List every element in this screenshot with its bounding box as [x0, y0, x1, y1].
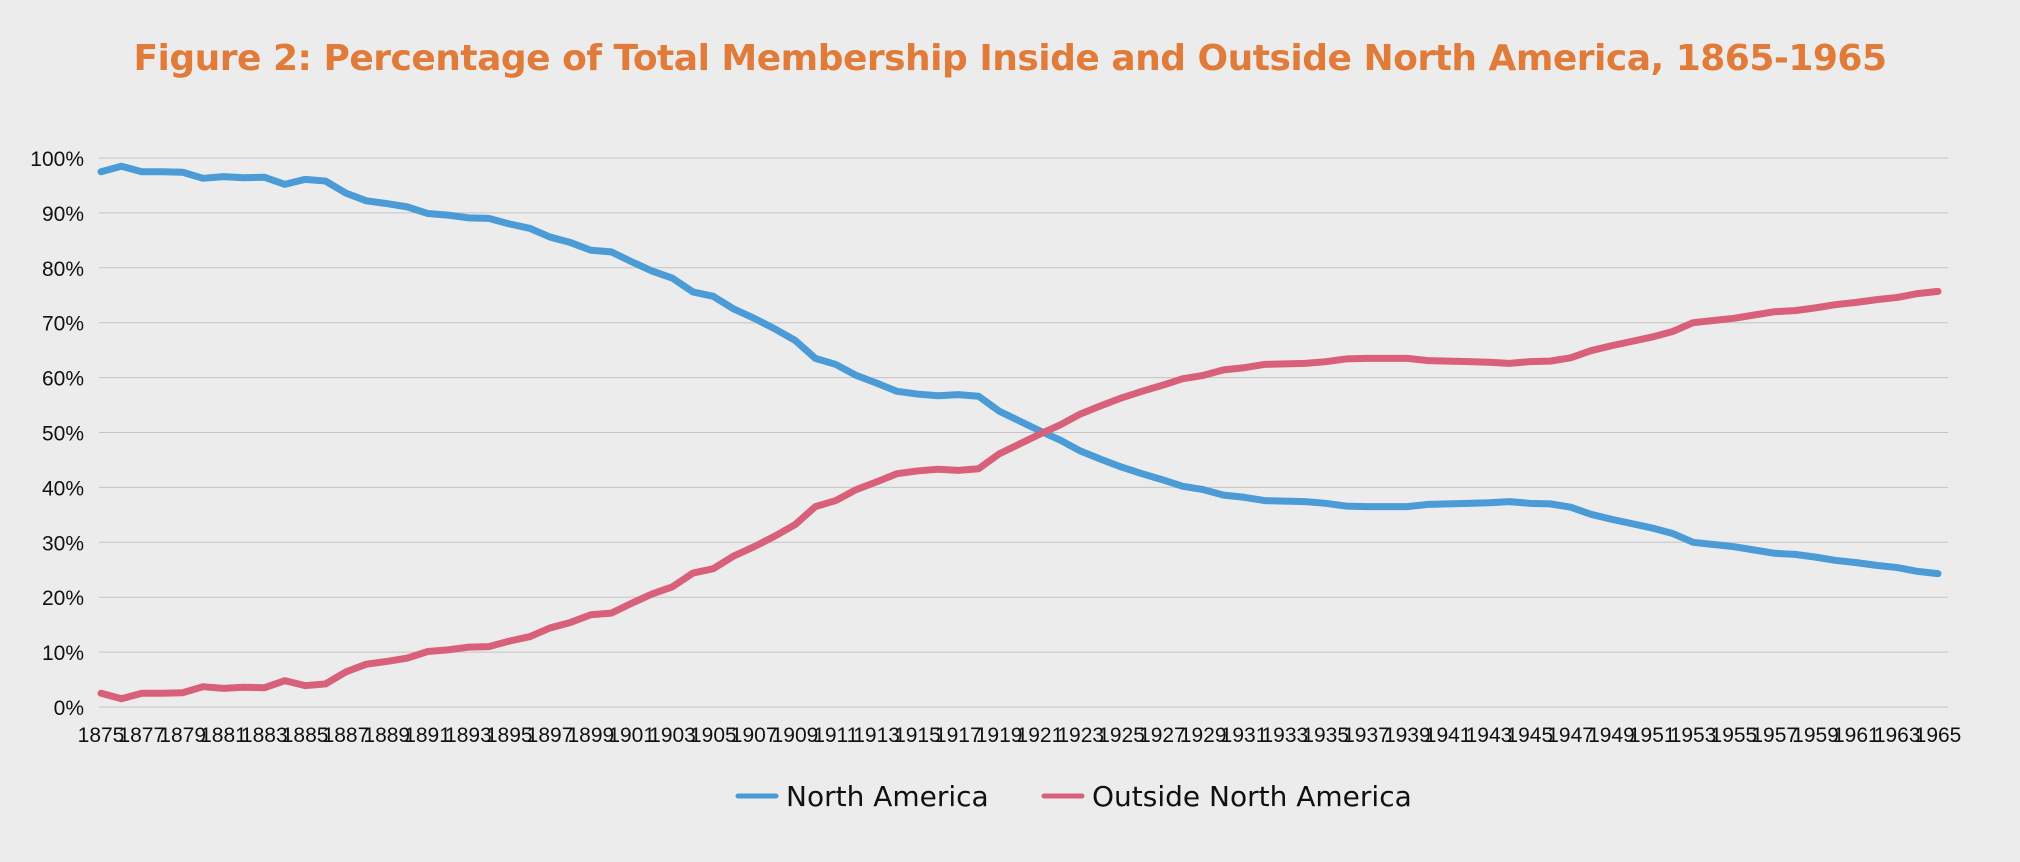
- x-tick-label: 1955: [1711, 724, 1758, 747]
- y-tick-label: 70%: [42, 313, 84, 336]
- x-tick-label: 1923: [1057, 724, 1104, 747]
- y-tick-label: 0%: [54, 697, 84, 720]
- y-tick-label: 10%: [42, 642, 84, 665]
- y-tick-label: 30%: [42, 532, 84, 555]
- x-tick-label: 1907: [731, 724, 778, 747]
- x-tick-label: 1965: [1915, 724, 1962, 747]
- x-tick-label: 1961: [1833, 724, 1880, 747]
- x-tick-label: 1875: [78, 724, 125, 747]
- legend-label: North America: [786, 780, 989, 813]
- y-axis-ticks: 0% 10% 20% 30% 40% 50% 60% 70% 80% 90% 100%: [30, 148, 84, 720]
- x-tick-label: 1947: [1547, 724, 1594, 747]
- x-tick-label: 1897: [527, 724, 574, 747]
- x-tick-label: 1939: [1384, 724, 1431, 747]
- x-tick-label: 1949: [1588, 724, 1635, 747]
- y-tick-label: 60%: [42, 368, 84, 391]
- x-tick-label: 1945: [1506, 724, 1553, 747]
- x-tick-label: 1895: [486, 724, 533, 747]
- x-tick-label: 1893: [445, 724, 492, 747]
- x-tick-label: 1891: [404, 724, 451, 747]
- legend-north-america: North America: [735, 780, 989, 813]
- x-tick-label: 1905: [690, 724, 737, 747]
- y-tick-label: 100%: [30, 148, 84, 171]
- x-tick-label: 1935: [1302, 724, 1349, 747]
- x-tick-label: 1879: [159, 724, 206, 747]
- x-tick-label: 1957: [1751, 724, 1798, 747]
- x-tick-label: 1959: [1792, 724, 1839, 747]
- x-tick-label: 1937: [1343, 724, 1390, 747]
- series-line-outside-north-america: [97, 287, 1942, 703]
- x-tick-label: 1919: [976, 724, 1023, 747]
- x-tick-label: 1883: [241, 724, 288, 747]
- y-tick-label: 50%: [42, 423, 84, 446]
- x-tick-label: 1943: [1466, 724, 1513, 747]
- x-tick-label: 1911: [813, 724, 858, 747]
- x-tick-label: 1887: [323, 724, 370, 747]
- x-tick-label: 1925: [1098, 724, 1145, 747]
- legend-label: Outside North America: [1092, 780, 1412, 813]
- chart-title: Figure 2: Percentage of Total Membership…: [133, 38, 1887, 79]
- x-tick-label: 1931: [1221, 724, 1268, 747]
- legend-outside-north-america: Outside North America: [1041, 780, 1412, 813]
- series-line-north-america: [97, 162, 1942, 578]
- x-tick-label: 1921: [1017, 724, 1064, 747]
- x-tick-label: 1963: [1874, 724, 1921, 747]
- x-tick-label: 1913: [853, 724, 900, 747]
- y-tick-label: 20%: [42, 587, 84, 610]
- legend: North America Outside North America: [735, 780, 1412, 813]
- y-tick-label: 90%: [42, 203, 84, 226]
- x-tick-label: 1901: [608, 724, 655, 747]
- x-tick-label: 1909: [772, 724, 819, 747]
- x-tick-label: 1881: [200, 724, 247, 747]
- x-tick-label: 1953: [1670, 724, 1717, 747]
- x-tick-label: 1915: [894, 724, 941, 747]
- x-axis-ticks: 1875187718791881188318851887188918911893…: [78, 724, 1962, 747]
- x-tick-label: 1933: [1261, 724, 1308, 747]
- x-tick-label: 1929: [1180, 724, 1227, 747]
- x-tick-label: 1885: [282, 724, 329, 747]
- x-tick-label: 1889: [363, 724, 410, 747]
- x-tick-label: 1951: [1629, 724, 1676, 747]
- y-tick-label: 40%: [42, 477, 84, 500]
- x-tick-label: 1941: [1425, 724, 1472, 747]
- x-tick-label: 1899: [568, 724, 615, 747]
- x-tick-label: 1927: [1139, 724, 1186, 747]
- x-tick-label: 1877: [118, 724, 165, 747]
- x-tick-label: 1917: [935, 724, 982, 747]
- series-lines: [97, 162, 1942, 703]
- x-tick-label: 1903: [649, 724, 696, 747]
- grid-lines: [99, 157, 1948, 708]
- y-tick-label: 80%: [42, 258, 84, 281]
